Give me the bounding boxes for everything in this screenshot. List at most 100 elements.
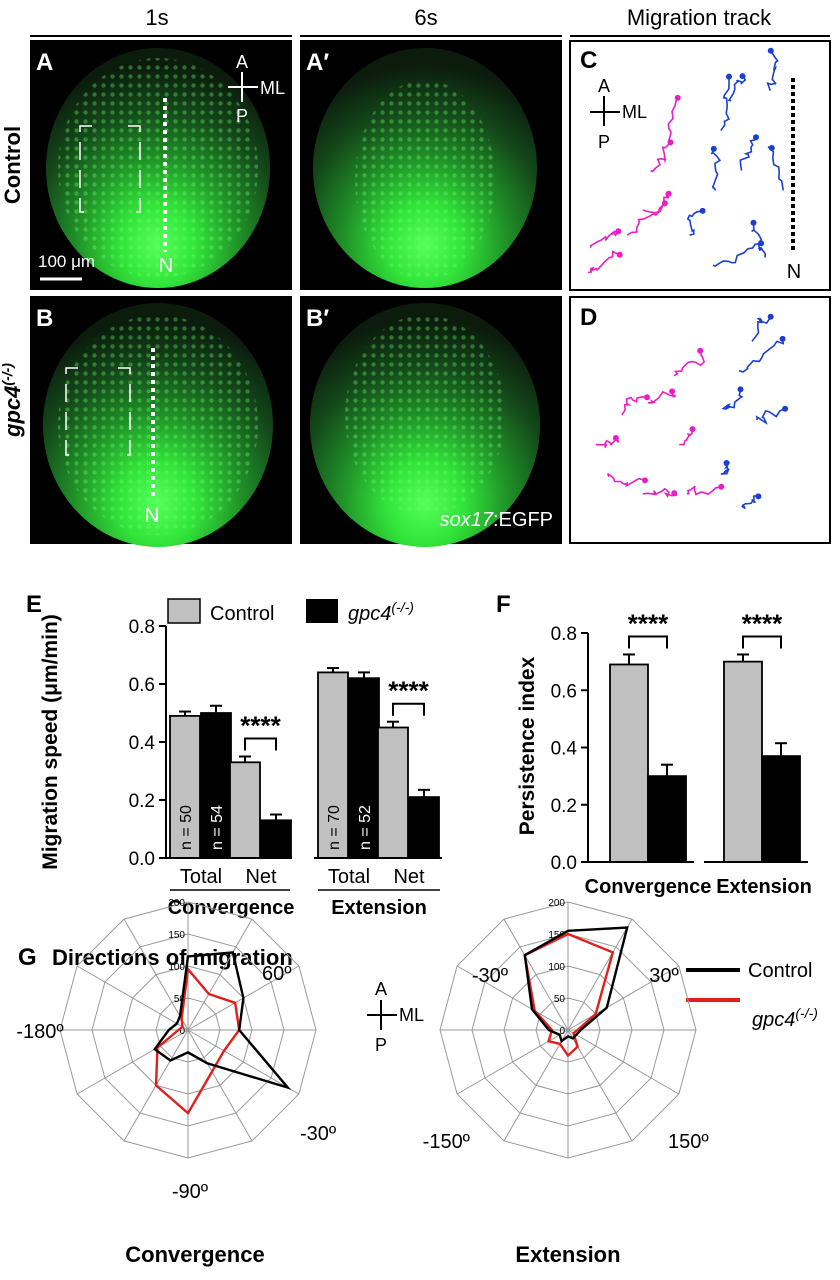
panel-label-F: F xyxy=(496,591,511,618)
significance-stars: **** xyxy=(742,608,783,638)
bar-control xyxy=(609,663,649,863)
orientation-marker-G: A ML P xyxy=(367,979,424,1055)
radar-angle-label: 60º xyxy=(262,963,292,985)
x-tick-label: Net xyxy=(393,866,425,888)
radar-tick-label: 200 xyxy=(548,898,565,909)
group-label: Extension xyxy=(331,897,427,919)
column-header-track: Migration track xyxy=(627,5,772,30)
track-endpoint xyxy=(755,493,762,500)
panel-label-C: C xyxy=(580,47,597,74)
panel-D-frame xyxy=(569,296,831,544)
chartF-plot: 0.0 0.2 0.4 0.6 0.8 **** **** Convergence Extens… xyxy=(551,608,812,898)
panel-label-G: G xyxy=(18,944,37,971)
radar-spoke xyxy=(123,918,189,1031)
radar-series-control xyxy=(153,951,292,1090)
tracks-C xyxy=(588,47,784,274)
track-endpoint xyxy=(723,460,730,466)
radar-extension: 0 50 100 150 200 -30º 30º 150º -150º xyxy=(423,898,709,1159)
cell-track xyxy=(621,395,648,416)
radar-tick-label: 50 xyxy=(554,994,566,1005)
tracking-box-B xyxy=(65,367,131,456)
x-tick-label: Total xyxy=(328,866,370,888)
radar-spoke xyxy=(567,965,680,1031)
radar-tick-label: 150 xyxy=(548,930,565,941)
svg-text:A: A xyxy=(375,979,387,999)
panel-B-image xyxy=(30,296,292,547)
cell-track xyxy=(720,76,730,132)
cell-track xyxy=(766,50,779,92)
bar-control xyxy=(229,761,261,859)
y-tick-label: 0.6 xyxy=(551,681,577,702)
panel-A-image xyxy=(30,40,292,290)
radar-spoke xyxy=(503,918,569,1031)
radar-spoke xyxy=(187,918,253,1031)
radar-spoke xyxy=(456,1029,569,1095)
track-endpoint xyxy=(779,335,786,342)
legend-swatch-mutant xyxy=(306,599,338,623)
chartG-legend: Control gpc4(-/-) xyxy=(686,960,818,1031)
notochord-label-C: N xyxy=(787,261,801,283)
cell-track xyxy=(686,485,722,496)
radar-spoke xyxy=(503,1029,569,1142)
cell-track xyxy=(710,148,722,191)
radar-tick-label: 0 xyxy=(559,1026,565,1037)
cell-track xyxy=(741,494,762,510)
chartF-ylabel: Persistence index xyxy=(516,656,539,835)
radar-angle-label: -30º xyxy=(472,965,509,987)
radar-tick-label: 200 xyxy=(168,898,185,909)
track-endpoint xyxy=(674,94,681,101)
svg-text:ML: ML xyxy=(622,102,647,122)
legend-swatch-control xyxy=(167,598,201,624)
bar-control xyxy=(377,726,409,859)
radar-angle-label: -150º xyxy=(423,1131,471,1153)
radar-tick-label: 50 xyxy=(174,994,186,1005)
radar-series-control xyxy=(523,926,629,1044)
orientation-marker-A: A ML P xyxy=(228,52,285,126)
significance-stars: **** xyxy=(240,711,281,741)
radar-spoke xyxy=(567,1029,633,1142)
track-endpoint xyxy=(665,190,672,197)
x-tick-label: Total xyxy=(180,866,222,888)
bar-control xyxy=(169,715,201,859)
radar-angle-label: 150º xyxy=(668,1131,709,1153)
panel-A2-image xyxy=(300,40,562,290)
svg-text:ML: ML xyxy=(260,78,285,98)
cell-track xyxy=(751,316,772,342)
significance-bracket xyxy=(742,635,782,649)
radar-spoke xyxy=(567,1029,680,1095)
track-endpoint xyxy=(739,73,746,80)
column-header-6s: 6s xyxy=(414,5,437,30)
bar-control xyxy=(723,660,763,863)
legend-label-mutant: gpc4(-/-) xyxy=(348,599,414,625)
significance-bracket xyxy=(628,635,668,649)
row-label-mutant: gpc4(-/-) xyxy=(0,363,25,438)
track-endpoint xyxy=(642,477,648,484)
radar-spoke xyxy=(187,1029,300,1095)
radar-angle-label: -180º xyxy=(16,1021,64,1043)
y-tick-label: 0.8 xyxy=(551,624,577,645)
radar-extension-title: Extension xyxy=(515,1242,620,1267)
legend-label-control-G: Control xyxy=(748,960,812,982)
track-endpoint xyxy=(753,134,759,141)
orientation-marker-C: A ML P xyxy=(590,76,647,152)
cell-track xyxy=(712,242,762,268)
svg-text:P: P xyxy=(375,1035,387,1055)
cell-track xyxy=(650,141,672,173)
bar-control xyxy=(317,671,349,859)
chartG-title: Directions of migration xyxy=(52,945,293,970)
y-tick-label: 0.0 xyxy=(129,849,155,870)
cell-track xyxy=(751,222,767,258)
track-endpoint xyxy=(737,386,744,393)
cell-track xyxy=(679,428,694,446)
radar-spoke xyxy=(567,918,633,1031)
cell-track xyxy=(588,250,621,274)
chartE-ylabel: Migration speed (μm/min) xyxy=(39,614,62,870)
row-label-control: Control xyxy=(0,126,25,204)
n-label: n = 52 xyxy=(357,805,374,850)
track-endpoint xyxy=(615,228,622,235)
radar-angle-label: -30º xyxy=(300,1123,337,1145)
panel-C-frame xyxy=(569,40,831,291)
panel-label-A: A xyxy=(36,49,53,76)
track-endpoint xyxy=(671,490,678,497)
track-endpoint xyxy=(782,405,789,412)
